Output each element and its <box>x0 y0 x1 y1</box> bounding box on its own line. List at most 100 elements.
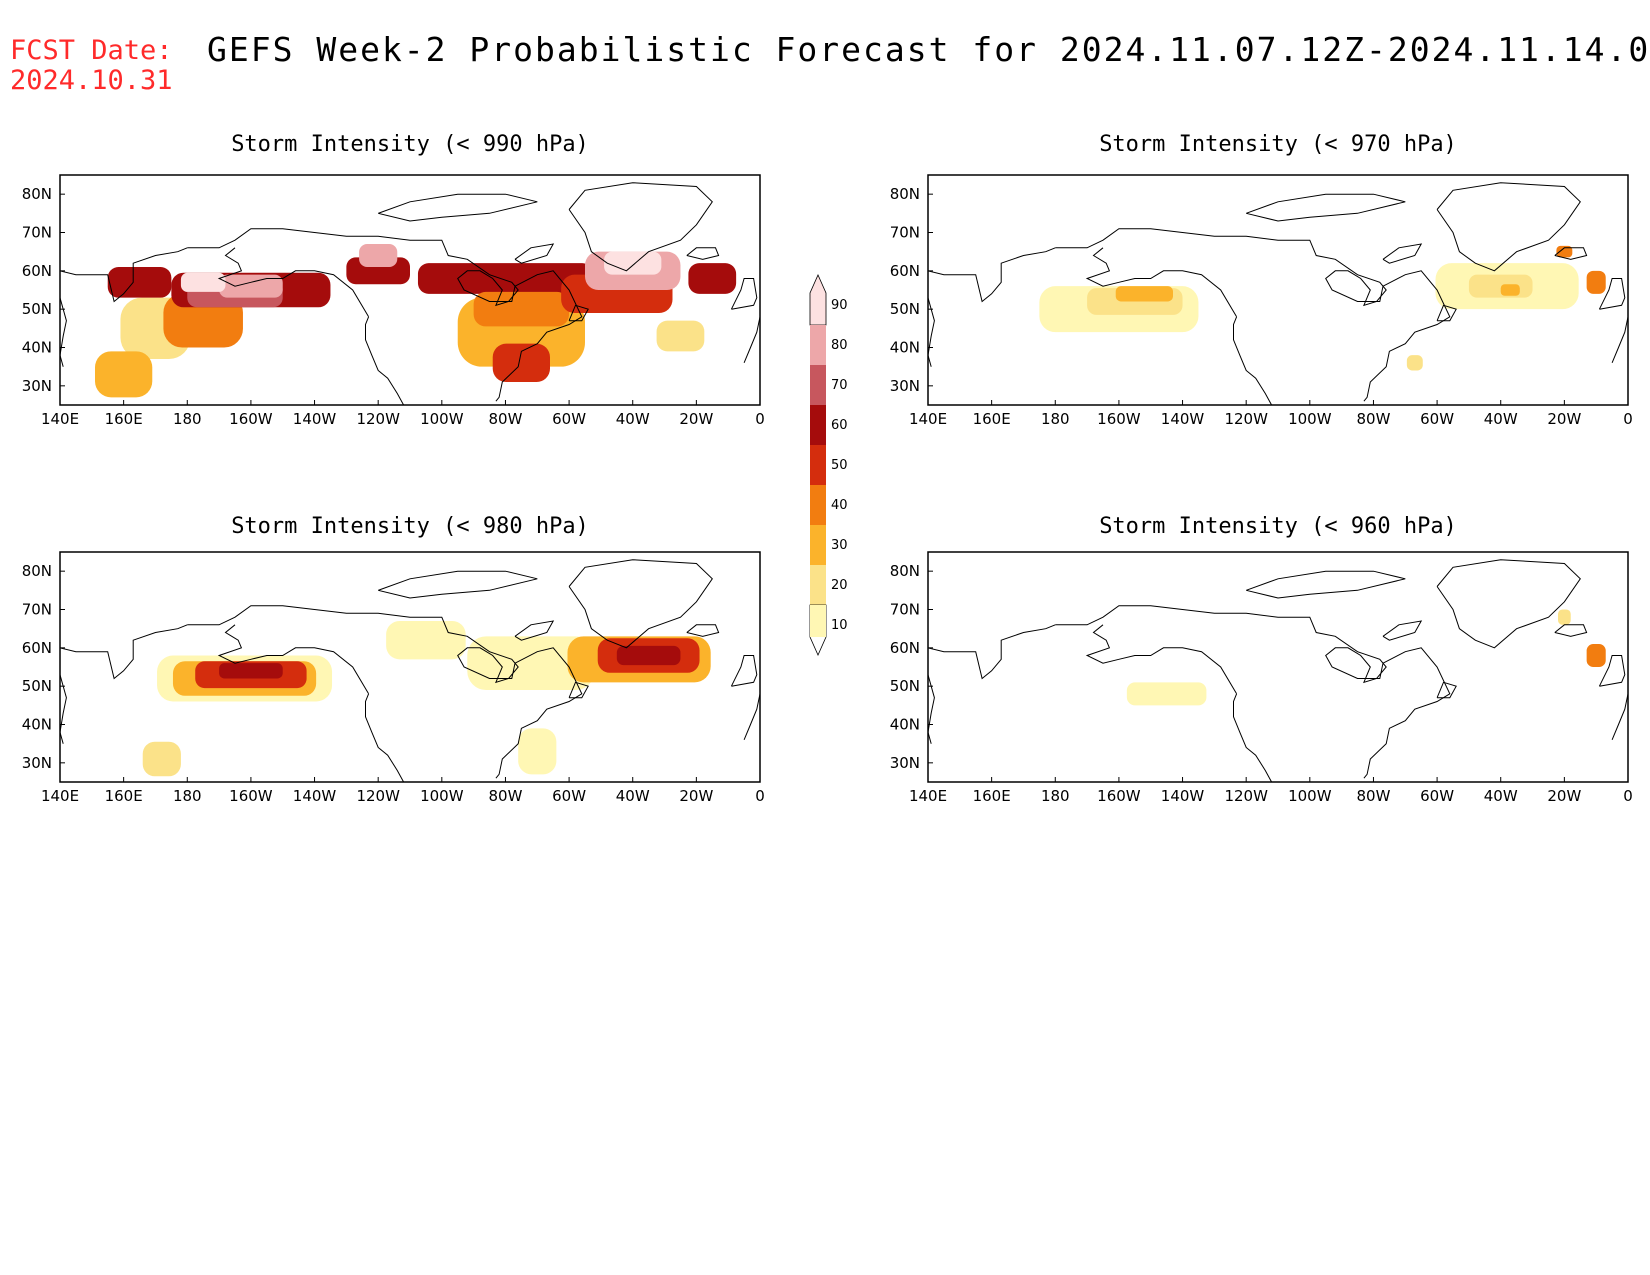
x-tick-label: 60W <box>552 410 586 428</box>
x-tick-label: 80W <box>488 787 522 805</box>
probability-cell <box>1406 355 1423 371</box>
y-tick-label: 70N <box>890 601 920 619</box>
probability-cell <box>1115 286 1173 302</box>
colorbar-segment <box>810 485 826 525</box>
x-tick-label: 160W <box>229 787 273 805</box>
x-tick-label: 160W <box>1097 410 1141 428</box>
coastline <box>1611 316 1628 363</box>
y-tick-label: 60N <box>22 639 52 657</box>
probability-cell <box>219 663 283 679</box>
coastlines <box>928 182 1628 405</box>
x-tick-label: 120W <box>356 410 400 428</box>
map-frame <box>927 551 1629 783</box>
x-tick-label: 100W <box>1288 787 1332 805</box>
y-tick-label: 70N <box>890 224 920 242</box>
coastline <box>743 693 760 740</box>
x-tick-label: 180 <box>173 410 202 428</box>
coastline <box>1598 278 1626 310</box>
coastline <box>60 674 67 744</box>
x-tick-label: 60W <box>552 787 586 805</box>
x-tick-label: 140E <box>909 787 947 805</box>
probability-cell <box>107 267 172 298</box>
forecast-date-value: 2024.10.31 <box>10 65 173 96</box>
y-tick-label: 30N <box>890 377 920 395</box>
x-tick-label: 20W <box>679 787 713 805</box>
coastline <box>928 624 1056 680</box>
probability-cell <box>467 636 595 690</box>
probability-cell <box>386 621 466 660</box>
probability-shading <box>95 244 737 398</box>
coastline <box>568 304 589 322</box>
probability-shading <box>1039 245 1606 371</box>
x-tick-label: 140E <box>41 787 79 805</box>
x-tick-label: 100W <box>1288 410 1332 428</box>
coastline <box>217 247 370 318</box>
colorbar-segment <box>810 325 826 365</box>
x-tick-label: 180 <box>173 787 202 805</box>
coastline <box>928 247 1056 303</box>
x-tick-label: 80W <box>488 410 522 428</box>
x-tick-label: 100W <box>420 410 464 428</box>
x-tick-label: 0 <box>1623 410 1633 428</box>
y-tick-label: 60N <box>890 262 920 280</box>
x-tick-label: 40W <box>1484 410 1518 428</box>
x-tick-label: 160E <box>973 787 1011 805</box>
x-tick-label: 0 <box>1623 787 1633 805</box>
colorbar-label: 40 <box>831 498 848 513</box>
colorbar-segment <box>810 565 826 605</box>
y-tick-label: 70N <box>22 601 52 619</box>
y-tick-label: 80N <box>890 562 920 580</box>
x-tick-label: 60W <box>1420 787 1454 805</box>
probability-cell <box>656 320 705 352</box>
x-tick-label: 140W <box>293 787 337 805</box>
panel-title-960: Storm Intensity (< 960 hPa) <box>1099 514 1457 539</box>
coastline <box>1085 624 1238 695</box>
probability-cell <box>219 274 283 298</box>
x-tick-label: 140W <box>1161 410 1205 428</box>
panel-title-980: Storm Intensity (< 980 hPa) <box>231 514 589 539</box>
colorbar-segment <box>810 365 826 405</box>
panel-title-990: Storm Intensity (< 990 hPa) <box>231 132 589 157</box>
coastline <box>1055 228 1451 402</box>
y-tick-label: 50N <box>22 677 52 695</box>
map-960-svg: 140E 160E 180 160W 140W 120W 100W 80W 60W 40W 20W 0… <box>890 551 1633 805</box>
y-tick-label: 40N <box>22 339 52 357</box>
coastline <box>928 297 935 367</box>
page-title: GEFS Week-2 Probabilistic Forecast for 2… <box>207 30 1650 69</box>
colorbar-segment <box>810 605 826 637</box>
coastline <box>187 605 583 779</box>
probability-cell <box>1586 270 1606 294</box>
probability-cell <box>616 645 681 666</box>
probability-cell <box>688 263 737 294</box>
colorbar-segment <box>810 445 826 485</box>
colorbar-label: 70 <box>831 378 848 393</box>
probability-cell <box>518 728 557 775</box>
coastline <box>568 681 589 699</box>
y-tick-label: 50N <box>22 300 52 318</box>
coastline <box>514 620 555 641</box>
x-tick-label: 180 <box>1041 410 1070 428</box>
coastline <box>686 624 720 637</box>
colorbar-label: 30 <box>831 538 848 553</box>
coastline <box>378 570 538 599</box>
coastline <box>730 655 758 687</box>
coastlines <box>928 559 1628 782</box>
coastline <box>1436 681 1457 699</box>
probability-cell <box>604 251 662 275</box>
x-tick-label: 0 <box>755 787 765 805</box>
x-tick-label: 20W <box>679 410 713 428</box>
x-tick-label: 0 <box>755 410 765 428</box>
coastline <box>1382 620 1423 641</box>
x-tick-label: 40W <box>616 787 650 805</box>
coastline <box>1246 193 1406 222</box>
probability-cell <box>492 343 550 382</box>
probability-cell <box>1558 609 1571 625</box>
coastline <box>1436 559 1581 649</box>
coastline <box>365 316 405 405</box>
probability-shading <box>1126 609 1606 706</box>
x-tick-label: 160W <box>229 410 273 428</box>
coastline <box>1382 243 1423 264</box>
probability-cell <box>180 272 226 292</box>
map-970-svg: 140E 160E 180 160W 140W 120W 100W 80W 60W 40W 20W 0… <box>890 174 1633 428</box>
map-panel-960: 140E 160E 180 160W 140W 120W 100W 80W 60W 40W 20W 0… <box>868 547 1638 821</box>
